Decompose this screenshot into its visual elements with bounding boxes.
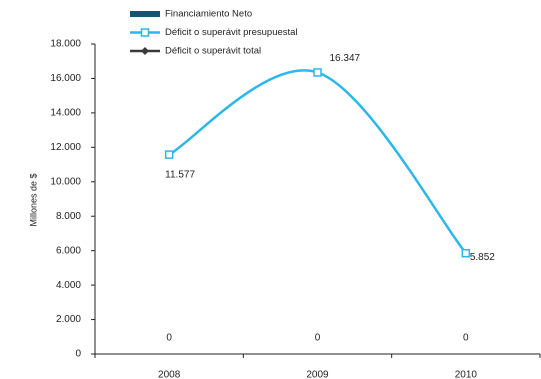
y-tick-label: 2.000: [56, 314, 81, 325]
x-tick-label: 2008: [158, 370, 181, 379]
data-label: 0: [315, 333, 321, 344]
data-label: 16.347: [330, 53, 361, 64]
y-tick-label: 4.000: [56, 280, 81, 291]
y-tick-label: 0: [75, 349, 81, 360]
y-tick-label: 16.000: [50, 73, 81, 84]
legend-label: Déficit o superávit presupuestal: [165, 27, 298, 38]
y-tick-label: 18.000: [50, 39, 81, 50]
y-tick-label: 12.000: [50, 142, 81, 153]
y-tick-label: 14.000: [50, 108, 81, 119]
legend-marker: [140, 28, 150, 37]
data-label: 11.577: [165, 169, 195, 180]
data-label: 0: [463, 333, 469, 344]
x-tick-label: 2009: [306, 370, 329, 379]
line: [168, 69, 467, 255]
x-tick-label: 2010: [455, 370, 478, 379]
marker: [313, 68, 322, 77]
y-axis-label: Millones de $: [28, 173, 38, 226]
legend-marker: [141, 47, 149, 55]
y-tick-label: 6.000: [56, 245, 81, 256]
legend-label: Financiamiento Neto: [165, 9, 252, 20]
y-tick-label: 10.000: [50, 176, 81, 187]
data-label: 5.852: [470, 252, 495, 263]
legend-label: Déficit o superávit total: [165, 46, 261, 57]
data-label: 0: [166, 333, 172, 344]
marker: [164, 150, 174, 159]
legend-swatch: [130, 11, 160, 17]
marker: [461, 248, 471, 258]
y-tick-label: 8.000: [56, 211, 81, 222]
